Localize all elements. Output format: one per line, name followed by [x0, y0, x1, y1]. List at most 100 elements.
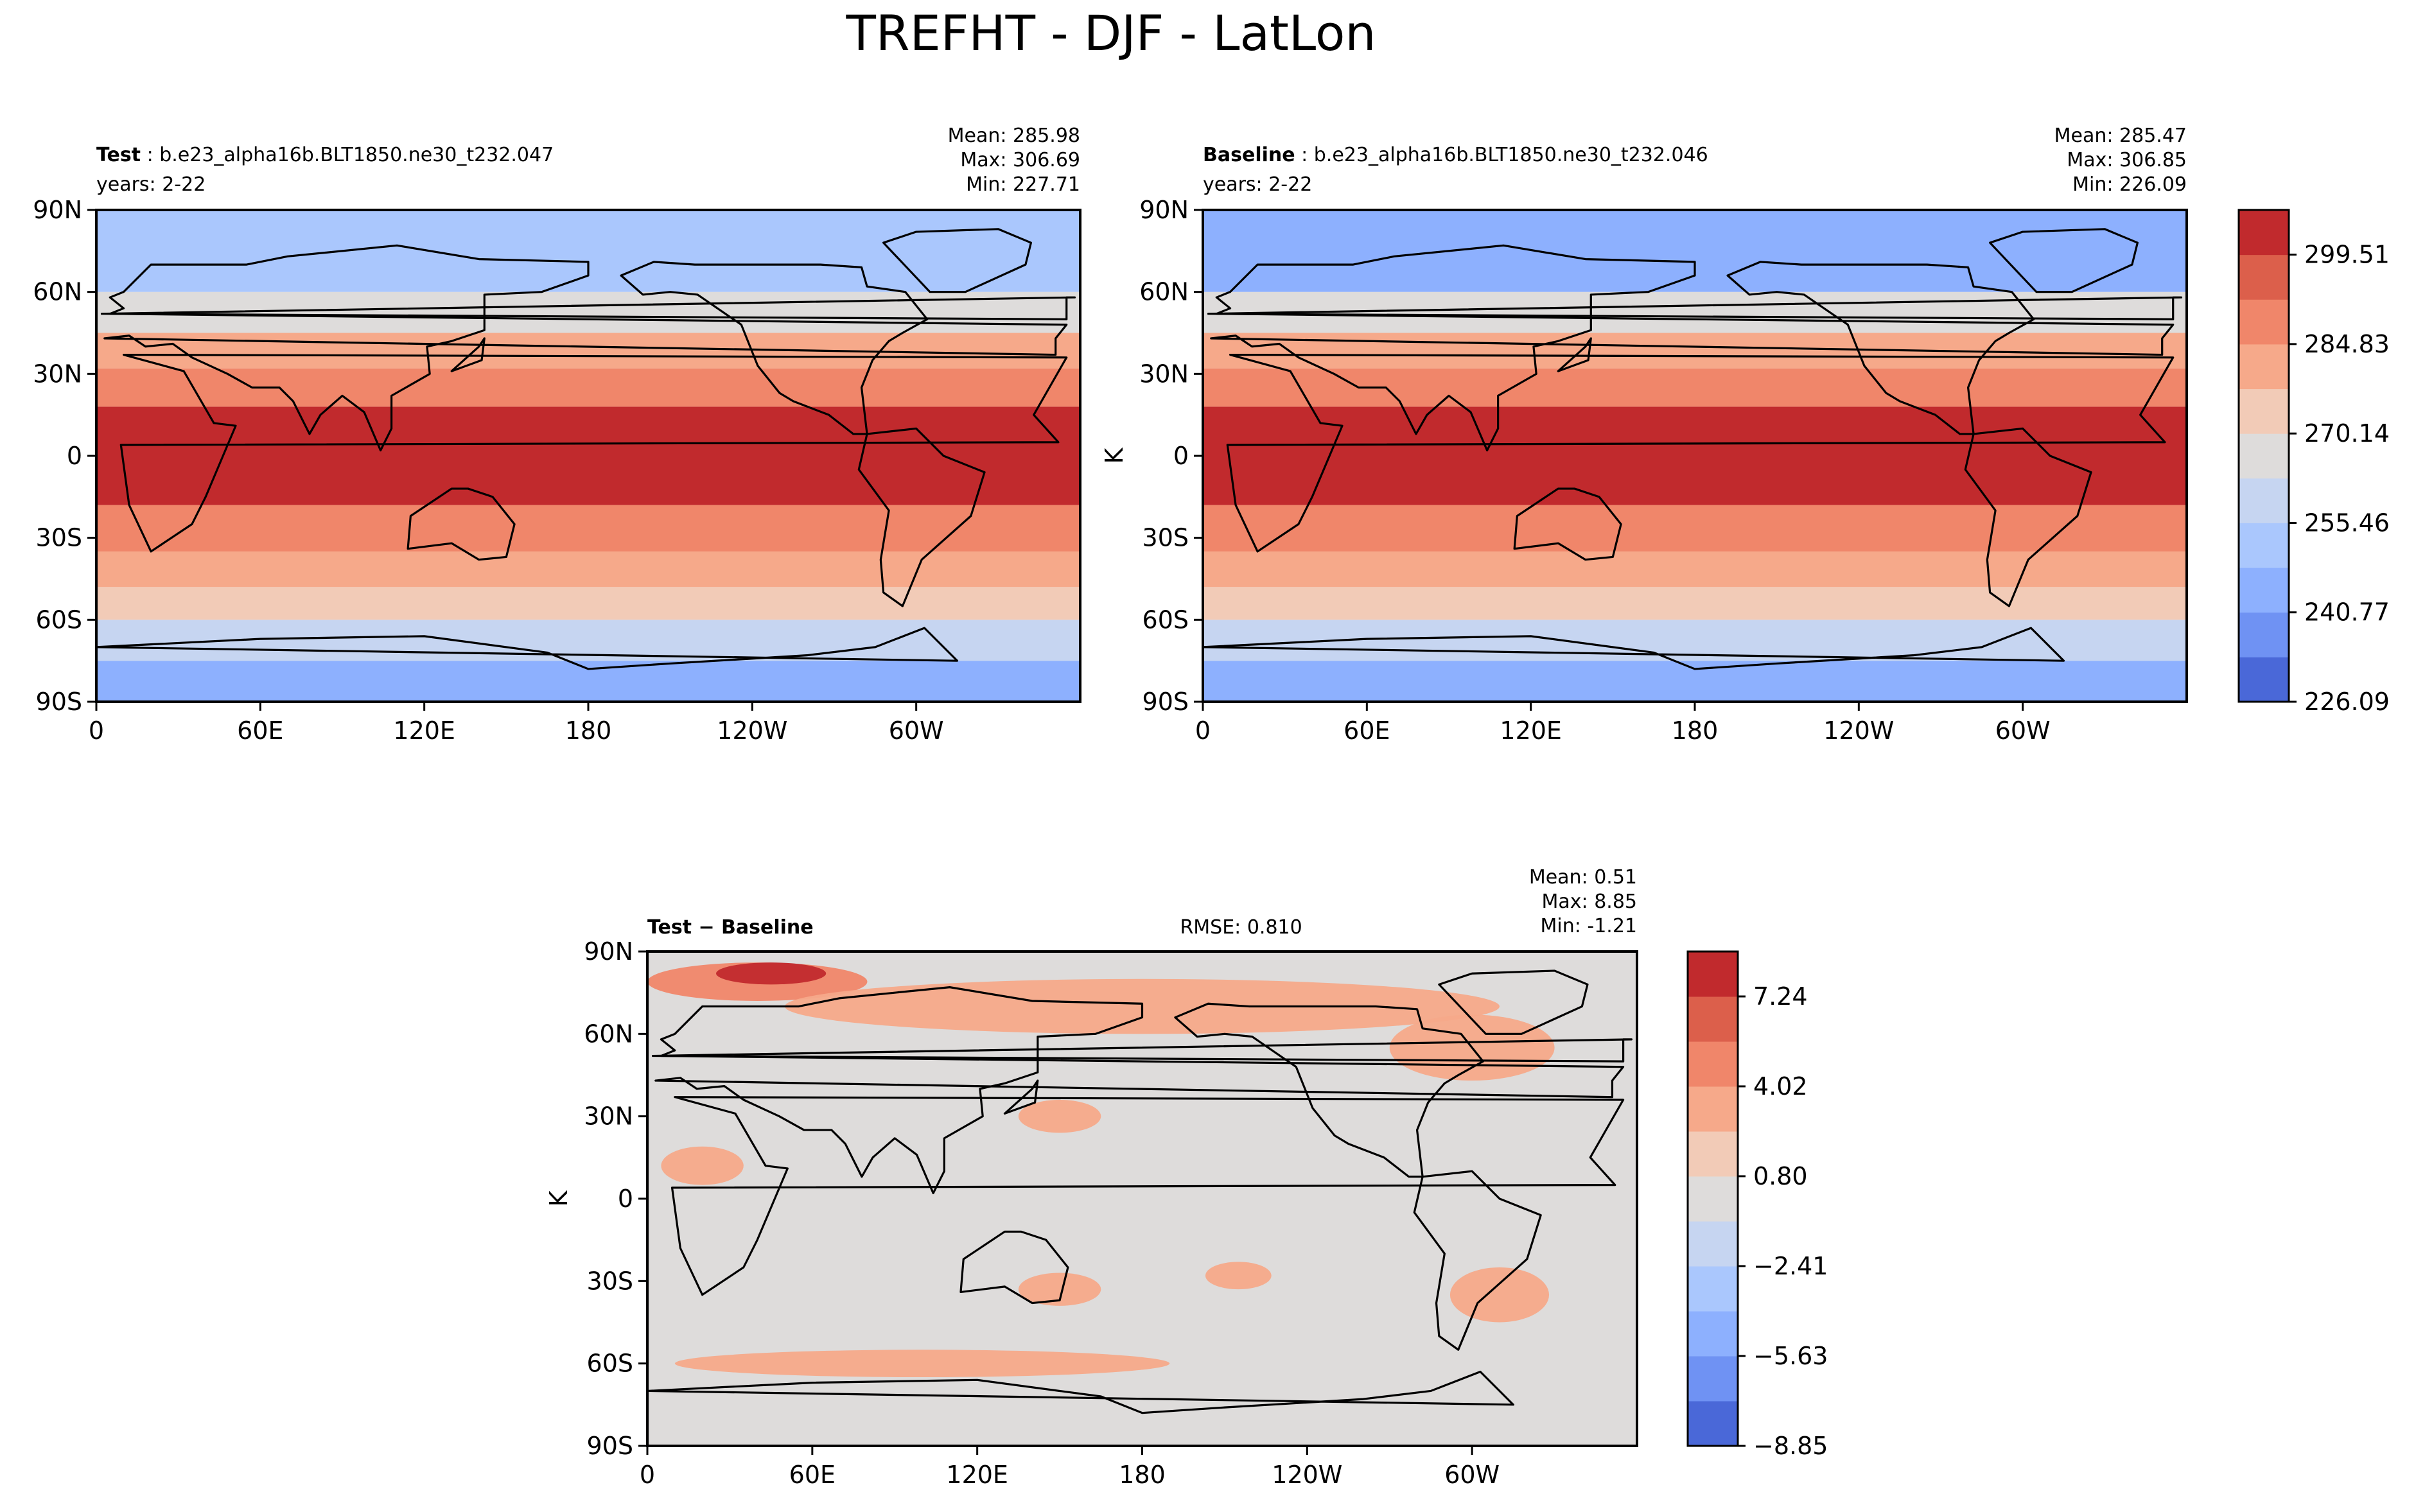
y-tick-label: 30S	[1142, 524, 1189, 552]
x-tick-label: 60W	[1995, 717, 2051, 745]
panel-stat: Mean: 285.98	[948, 125, 1080, 147]
colorbar-segment	[1688, 952, 1738, 997]
x-tick-label: 120E	[1500, 717, 1562, 745]
lat-band	[96, 587, 1080, 620]
lat-band	[96, 505, 1080, 552]
lat-band	[96, 333, 1080, 369]
colorbar-tick-label: 284.83	[2304, 330, 2390, 358]
lat-band	[1203, 661, 2187, 702]
colorbar-tick-label: 0.80	[1753, 1162, 1808, 1190]
coastline	[1174, 1002, 1484, 1178]
coastline	[186, 1004, 493, 1177]
coastline	[119, 353, 1068, 553]
diff-blob	[716, 962, 827, 985]
colorbar-segment	[2239, 388, 2289, 434]
coastline	[0, 1231, 78, 1303]
y-tick-label: 90N	[584, 937, 633, 966]
colorbar-tick-label: −2.41	[1753, 1252, 1828, 1280]
coastline	[1226, 353, 2175, 553]
y-tick-label: 60S	[1142, 605, 1189, 634]
coastline	[1726, 261, 2035, 435]
lat-band	[1203, 291, 2187, 333]
lat-band	[1203, 551, 2187, 587]
panel-label-bold: Test	[96, 144, 141, 166]
panel-stat: Min: -1.21	[1541, 915, 1638, 937]
coastline	[450, 971, 598, 1034]
coastline	[620, 261, 929, 435]
y-tick-label: 60N	[1139, 278, 1189, 306]
colorbar-segment	[1688, 996, 1738, 1042]
y-tick-label: 60N	[584, 1020, 633, 1048]
coastline	[425, 1171, 551, 1350]
coastline	[647, 1370, 1514, 1414]
y-tick-label: 30N	[33, 360, 82, 388]
panel-years: years: 2-22	[96, 173, 206, 196]
colorbar-segment	[1688, 1176, 1738, 1222]
coastline	[670, 1096, 1625, 1296]
coastline	[1207, 296, 2183, 320]
panel-stat: Mean: 0.51	[1529, 866, 1637, 889]
coastline	[1964, 427, 2092, 607]
map-difference: 0 60E 120E 180 120W 60W 90N 60N 30N 0 30S 60S 90S K Te…	[0, 866, 1638, 1489]
coastline	[0, 1372, 523, 1413]
coastline	[1513, 487, 1622, 561]
panel-rmse: RMSE: 0.810	[1180, 916, 1302, 939]
lat-band	[96, 661, 1080, 702]
panel-years: years: 2-22	[1203, 173, 1312, 196]
colorbar: 226.09 240.77 255.46 270.14 284.83 299.51	[2237, 209, 2390, 716]
colorbar-segment	[2239, 612, 2289, 657]
y-tick-label: 90S	[1142, 688, 1189, 716]
coastline	[0, 1039, 642, 1061]
diff-blob	[1205, 1262, 1272, 1290]
diff-blob	[1449, 1267, 1550, 1323]
coastline	[857, 427, 986, 607]
lat-band	[1203, 368, 2187, 407]
colorbar-segment	[2239, 657, 2289, 702]
y-tick-label: 90N	[33, 196, 82, 224]
colorbar-segment	[2239, 299, 2289, 345]
colorbar-tick-label: −8.85	[1753, 1432, 1828, 1460]
x-tick-label: 120E	[946, 1461, 1008, 1489]
x-tick-label: 180	[1119, 1461, 1166, 1489]
coastline	[1989, 228, 2139, 293]
colorbar-segment	[2239, 523, 2289, 568]
colorbar-tick-label: −5.63	[1753, 1342, 1828, 1370]
y-tick-label: 0	[618, 1185, 633, 1213]
coastline	[654, 986, 1625, 1195]
lat-band	[96, 291, 1080, 333]
colorbar-frame	[1686, 950, 1739, 1447]
coastline	[96, 627, 959, 670]
colorbar-frame	[2237, 209, 2290, 703]
colorbar-segment	[2239, 568, 2289, 613]
y-tick-label: 60S	[587, 1350, 633, 1378]
map-fill	[0, 952, 1637, 1446]
colorbar-tick-label: 299.51	[2304, 241, 2390, 269]
coastline	[0, 1097, 634, 1295]
y-tick-label: 30N	[584, 1102, 633, 1131]
panel-label-case: : b.e23_alpha16b.BLT1850.ne30_t232.046	[1295, 144, 1708, 166]
y-tick-label: 90S	[36, 688, 82, 716]
x-tick-label: 120E	[393, 717, 455, 745]
lat-band	[1203, 333, 2187, 369]
coastline	[651, 1038, 1633, 1063]
colorbar-segment	[1688, 1356, 1738, 1402]
x-tick-label: 60E	[789, 1461, 836, 1489]
colorbar-tick-label: 255.46	[2304, 508, 2390, 537]
panel-stat: Max: 8.85	[1542, 891, 1637, 913]
coastline	[100, 296, 1076, 320]
colorbar-segment	[2239, 210, 2289, 256]
x-tick-label: 180	[1672, 717, 1719, 745]
panel-stat: Min: 227.71	[966, 173, 1080, 196]
colorbar-segment	[2239, 433, 2289, 479]
coastline	[1413, 1170, 1542, 1351]
y-tick-label: 0	[67, 442, 82, 470]
coastline	[0, 245, 83, 450]
colorbar-segment	[1688, 1041, 1738, 1087]
panel-label: Test : b.e23_alpha16b.BLT1850.ne30_t232.…	[96, 144, 554, 166]
y-tick-label: 30S	[587, 1267, 633, 1295]
coastline	[1203, 627, 2065, 670]
coastline	[1210, 244, 2175, 452]
x-tick-label: 0	[89, 717, 104, 745]
lat-band	[1203, 587, 2187, 620]
colorbar-segment	[1688, 1266, 1738, 1312]
